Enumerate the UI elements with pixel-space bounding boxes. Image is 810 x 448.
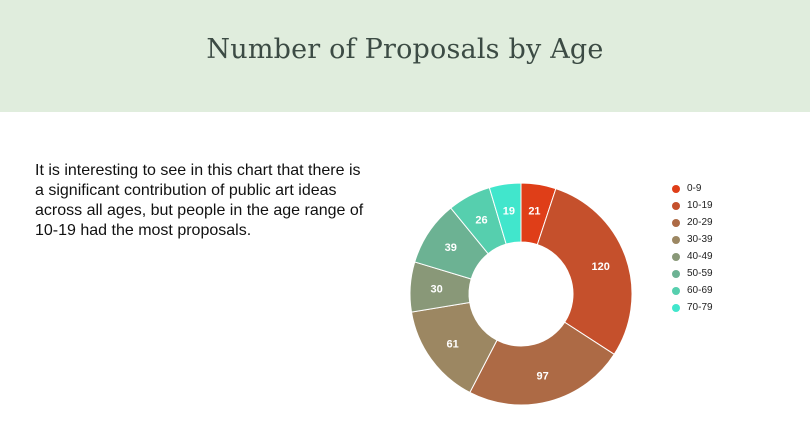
legend-item-30-39[interactable]: 30-39 bbox=[672, 231, 713, 248]
page-title: Number of Proposals by Age bbox=[206, 34, 604, 65]
header-banner: Number of Proposals by Age bbox=[0, 0, 810, 112]
legend-item-40-49[interactable]: 40-49 bbox=[672, 248, 713, 265]
legend-swatch bbox=[672, 286, 680, 295]
legend-label: 40-49 bbox=[687, 251, 713, 262]
legend-item-70-79[interactable]: 70-79 bbox=[672, 299, 713, 316]
slice-value-label: 61 bbox=[446, 339, 458, 351]
legend-label: 30-39 bbox=[687, 234, 713, 245]
legend-label: 0-9 bbox=[687, 183, 702, 194]
legend-item-10-19[interactable]: 10-19 bbox=[672, 197, 713, 214]
chart-description: It is interesting to see in this chart t… bbox=[35, 162, 364, 239]
legend-swatch bbox=[672, 252, 680, 261]
legend-item-20-29[interactable]: 20-29 bbox=[672, 214, 713, 231]
legend-swatch bbox=[672, 184, 680, 193]
donut-chart: 21 120 97 61 30 39 26 19 bbox=[409, 182, 633, 406]
legend-item-60-69[interactable]: 60-69 bbox=[672, 282, 713, 299]
legend-label: 10-19 bbox=[687, 200, 713, 211]
legend-item-50-59[interactable]: 50-59 bbox=[672, 265, 713, 282]
slice-value-label: 21 bbox=[528, 206, 540, 218]
slice-value-label: 39 bbox=[445, 242, 457, 254]
chart-legend: 0-9 10-19 20-29 30-39 40-49 50-59 60-69 70-79 bbox=[672, 180, 713, 316]
legend-label: 70-79 bbox=[687, 302, 713, 313]
legend-swatch bbox=[672, 201, 680, 210]
legend-label: 50-59 bbox=[687, 268, 713, 279]
legend-swatch bbox=[672, 269, 680, 278]
donut-slice-20-29[interactable] bbox=[469, 321, 615, 406]
slice-value-label: 26 bbox=[475, 214, 487, 226]
slice-value-label: 97 bbox=[536, 371, 548, 383]
donut-slice-70-79[interactable] bbox=[488, 182, 522, 245]
slice-value-label: 19 bbox=[503, 205, 515, 217]
legend-swatch bbox=[672, 235, 680, 244]
donut-slice-10-19[interactable] bbox=[536, 187, 633, 355]
slice-value-label: 30 bbox=[431, 284, 443, 296]
legend-swatch bbox=[672, 218, 680, 227]
legend-label: 60-69 bbox=[687, 285, 713, 296]
legend-label: 20-29 bbox=[687, 217, 713, 228]
slice-value-label: 120 bbox=[592, 261, 610, 273]
legend-swatch bbox=[672, 303, 680, 312]
legend-item-0-9[interactable]: 0-9 bbox=[672, 180, 713, 197]
